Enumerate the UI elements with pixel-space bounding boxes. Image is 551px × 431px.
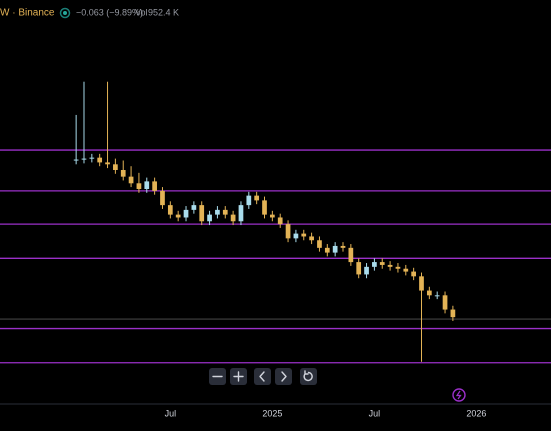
candle-body xyxy=(73,159,79,161)
alert-button[interactable] xyxy=(452,388,466,402)
candle-body xyxy=(309,236,314,241)
volume-label: Vol xyxy=(135,7,148,17)
candle-body xyxy=(419,276,424,291)
candle-body xyxy=(199,205,205,222)
candle-body xyxy=(395,266,401,269)
candle-body xyxy=(364,266,369,275)
candle-body xyxy=(222,209,228,215)
reset-button[interactable] xyxy=(300,368,317,385)
candle-body xyxy=(332,245,338,253)
reset-icon xyxy=(303,370,313,382)
candle-body xyxy=(230,214,236,222)
candle-body xyxy=(411,271,416,277)
candle-body xyxy=(191,205,197,210)
scroll-right-icon xyxy=(281,371,287,382)
candle-body xyxy=(277,217,283,225)
candle-body xyxy=(324,247,330,253)
x-tick-label: Jul xyxy=(369,408,381,418)
candle-body xyxy=(183,209,189,218)
candle-body xyxy=(238,205,244,222)
candle-body xyxy=(175,214,181,218)
candle-body xyxy=(270,214,275,218)
change: −0.063 (−9.89%) xyxy=(76,7,143,17)
symbol: W · Binance xyxy=(0,8,55,19)
zoom-controls xyxy=(209,368,317,385)
candle-body xyxy=(113,164,118,170)
candle-body xyxy=(426,290,432,296)
candle-body xyxy=(105,162,110,165)
candle-body xyxy=(89,157,95,159)
candle-body xyxy=(301,233,307,237)
candle-body xyxy=(293,233,299,239)
scroll-right-button[interactable] xyxy=(275,368,292,385)
candle-body xyxy=(450,309,456,318)
candle-body xyxy=(215,209,220,215)
scroll-left-button[interactable] xyxy=(254,368,271,385)
candle-body xyxy=(317,240,322,248)
x-tick-label: 2025 xyxy=(262,408,282,418)
candle-body xyxy=(403,268,409,272)
status-dot-core xyxy=(63,11,67,15)
candle-body xyxy=(254,195,260,201)
candle-body xyxy=(262,200,267,215)
candle-body xyxy=(97,157,103,163)
status-dot xyxy=(59,7,71,19)
candle-body xyxy=(207,214,212,222)
candle-body xyxy=(442,295,448,310)
candle-body xyxy=(387,264,393,267)
alert-icon xyxy=(455,390,462,400)
volume: 952.4 K xyxy=(148,7,179,17)
candle-body xyxy=(120,170,126,177)
x-tick-label: 2026 xyxy=(466,408,486,418)
x-tick-label: Jul xyxy=(165,408,177,418)
candle-body xyxy=(167,205,173,215)
candle-body xyxy=(136,183,142,189)
candle-body xyxy=(340,245,346,248)
zoom-in-icon xyxy=(233,371,244,382)
candle-body xyxy=(128,176,134,184)
candle-body xyxy=(372,262,377,267)
scroll-left-icon xyxy=(259,371,265,382)
plot xyxy=(0,81,551,364)
candle-body xyxy=(434,295,440,297)
candle-body xyxy=(356,262,362,275)
candle-body xyxy=(246,195,252,206)
candle-body xyxy=(144,181,150,189)
candle-body xyxy=(285,224,291,239)
candle-body xyxy=(160,190,165,206)
candle-body xyxy=(379,262,385,265)
candle-body xyxy=(152,181,157,191)
candle-body xyxy=(348,247,354,263)
candle-body xyxy=(81,158,87,160)
